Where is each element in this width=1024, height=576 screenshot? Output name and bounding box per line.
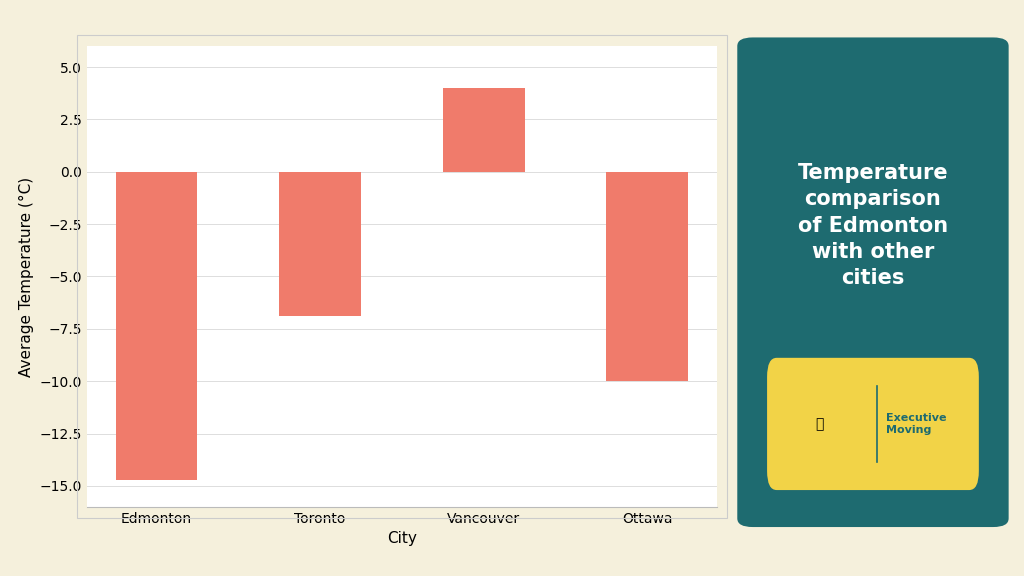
- FancyBboxPatch shape: [767, 358, 979, 490]
- Bar: [606, 172, 688, 381]
- Bar: [442, 88, 524, 172]
- Text: Temperature
comparison
of Edmonton
with other
cities: Temperature comparison of Edmonton with …: [798, 163, 948, 289]
- Y-axis label: Average Temperature (°C): Average Temperature (°C): [19, 176, 34, 377]
- Text: Executive
Moving: Executive Moving: [887, 413, 947, 435]
- Bar: [280, 172, 361, 316]
- Text: 🚛: 🚛: [815, 417, 823, 431]
- X-axis label: City: City: [387, 531, 417, 546]
- Bar: [116, 172, 198, 480]
